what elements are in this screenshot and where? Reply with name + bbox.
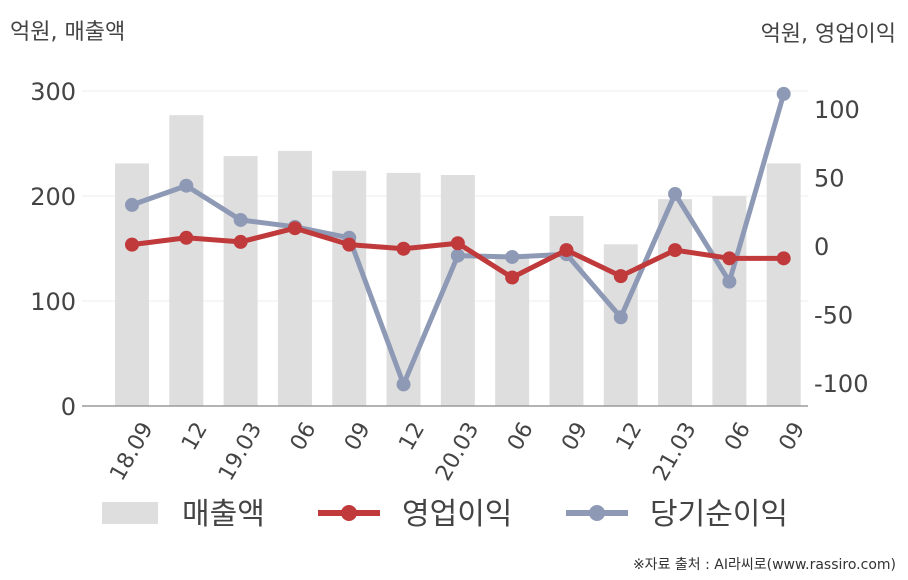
legend-label: 당기순이익 (650, 497, 788, 532)
series-point (342, 237, 357, 252)
right-tick-label: 0 (814, 233, 829, 261)
revenue-bar (169, 115, 204, 407)
series-point (722, 251, 737, 266)
revenue-bar (223, 156, 258, 406)
series-point (613, 310, 628, 325)
series-point (179, 178, 194, 193)
right-tick-label: 50 (814, 165, 845, 193)
x-tick-label: 06 (286, 418, 322, 455)
left-tick-label: 100 (30, 288, 76, 316)
right-tick-label: -100 (814, 370, 868, 398)
left-axis-unit-label: 억원, 매출액 (10, 20, 126, 45)
series-point (396, 241, 411, 256)
x-tick-label: 18.09 (105, 418, 158, 485)
left-tick-label: 0 (61, 393, 76, 421)
series-point (505, 270, 520, 285)
revenue-bar (386, 172, 421, 406)
chart-legend: 매출액 영업이익 당기순이익 (102, 497, 788, 532)
right-tick-label: -50 (814, 302, 853, 330)
legend-swatch-marker (589, 505, 605, 521)
series-point (613, 269, 628, 284)
legend-swatch-bar (102, 502, 158, 524)
x-tick-label: 09 (340, 418, 376, 455)
series-point (505, 249, 520, 264)
series-point (559, 243, 574, 258)
right-axis-unit-label: 억원, 영업이익 (760, 22, 896, 47)
series-point (450, 248, 465, 263)
revenue-bar (658, 199, 693, 406)
revenue-bar (332, 170, 367, 406)
x-tick-label: 06 (720, 418, 756, 455)
data-source-note: ※자료 출처 : AI라씨로(www.rassiro.com) (632, 557, 896, 573)
left-tick-label: 300 (30, 78, 76, 106)
left-tick-label: 200 (30, 183, 76, 211)
series-point (125, 237, 139, 252)
series-point (776, 251, 791, 266)
x-tick-label: 12 (612, 418, 648, 455)
x-tick-label: 19.03 (214, 418, 267, 485)
series-point (396, 377, 411, 392)
series-point (776, 86, 791, 101)
revenue-bar (440, 175, 475, 406)
revenue-bars (115, 115, 801, 407)
legend-swatch-marker (341, 505, 357, 521)
right-tick-label: 100 (814, 96, 860, 124)
x-tick-label: 12 (394, 418, 430, 455)
series-point (668, 186, 683, 201)
x-tick-label: 09 (557, 418, 593, 455)
x-tick-label: 09 (775, 418, 811, 455)
series-point (125, 197, 139, 212)
series-point (287, 221, 302, 236)
series-point (450, 236, 465, 251)
x-tick-label: 12 (177, 418, 213, 455)
legend-label: 매출액 (182, 497, 265, 532)
x-tick-label: 21.03 (648, 418, 701, 485)
revenue-bar (766, 163, 801, 406)
series-point (668, 243, 683, 258)
x-tick-label: 20.03 (431, 418, 484, 485)
series-point (233, 212, 248, 227)
series-point (722, 274, 737, 289)
x-tick-label: 06 (503, 418, 539, 455)
revenue-bar (277, 150, 312, 406)
revenue-bar (712, 196, 747, 406)
series-lines (125, 86, 791, 392)
series-point (233, 234, 248, 249)
series-point (179, 230, 194, 245)
legend-label: 영업이익 (402, 497, 512, 532)
